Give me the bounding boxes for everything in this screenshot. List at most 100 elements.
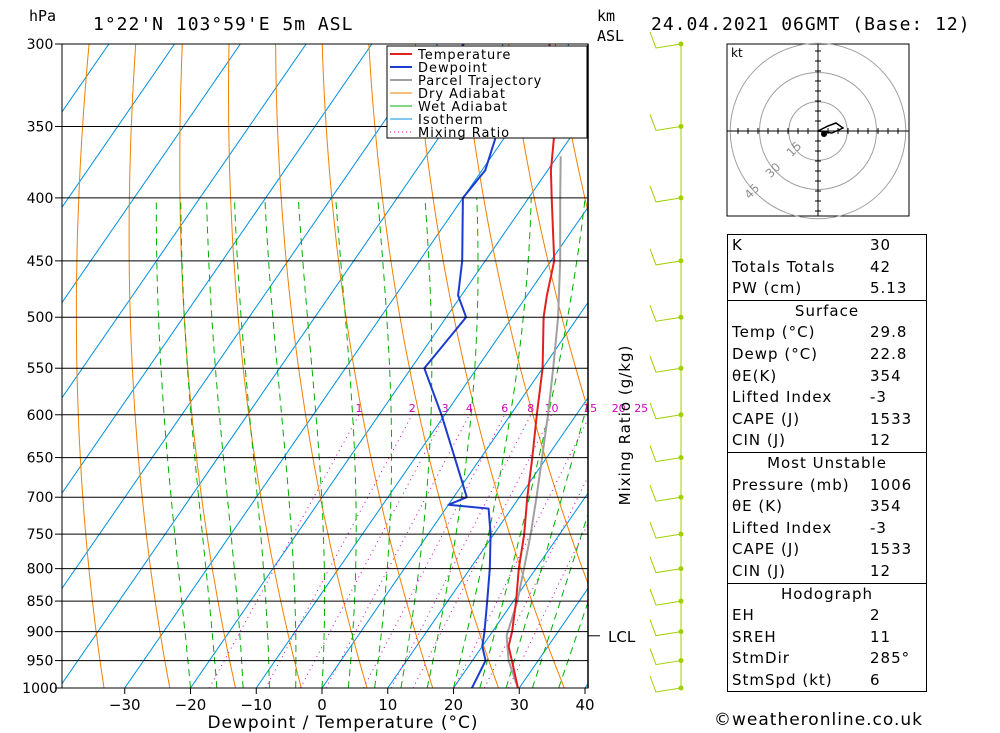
mixing-ratio-axis-label: Mixing Ratio (g/kg) — [616, 345, 634, 506]
wet-adiabat-line — [374, 197, 393, 688]
asl-unit-label: ASL — [597, 27, 624, 45]
pressure-tick-label: 900 — [27, 625, 54, 641]
isotherm-line — [62, 44, 504, 685]
wind-barb — [649, 675, 682, 693]
temperature-tick-label: −10 — [240, 696, 272, 714]
wind-barb — [649, 114, 682, 132]
hodograph-trace — [817, 122, 845, 134]
x-axis-label: Dewpoint / Temperature (°C) — [207, 713, 478, 733]
wind-barb — [649, 521, 682, 539]
mixing-ratio-label: 8 — [527, 402, 534, 415]
mixing-ratio-label: 6 — [501, 402, 508, 415]
legend-label: Mixing Ratio — [418, 126, 510, 141]
totals-totals-row: Totals Totals 42 — [732, 257, 892, 276]
lcl-label: LCL — [608, 628, 636, 646]
isotherm-line — [190, 111, 588, 688]
location-label: 1°22'N 103°59'E 5m ASL — [93, 14, 353, 35]
pressure-tick-label: 650 — [27, 451, 54, 467]
parcel-trajectory-line — [505, 156, 562, 688]
wind-barb — [649, 248, 682, 266]
wind-barb — [649, 619, 682, 637]
isotherm-line — [62, 44, 110, 113]
pressure-tick-label: 750 — [27, 527, 54, 543]
sreh-row: SREH 11 — [732, 627, 892, 646]
temperature-tick-label: 30 — [510, 696, 529, 714]
wind-barb — [649, 402, 682, 420]
isotherm-line — [124, 44, 570, 688]
most-unstable-title: Most Unstable — [767, 453, 887, 472]
indices-table: K 30 Totals Totals 42 PW (cm) 5.13 Surface … — [727, 234, 927, 693]
mu-pressure-row: Pressure (mb) 1006 — [732, 475, 913, 494]
wind-barb — [649, 648, 682, 666]
pressure-tick-label: 800 — [27, 562, 54, 578]
wind-barb — [649, 185, 682, 203]
wind-barb — [649, 31, 682, 49]
legend-label: Temperature — [417, 48, 511, 63]
surface-block: Surface Temp (°C) 29.8 Dewp (°C) 22.8 θE(K… — [727, 299, 927, 453]
wet-adiabat-line — [558, 600, 588, 688]
legend-label: Parcel Trajectory — [418, 74, 542, 89]
dry-adiabat-line — [75, 44, 105, 688]
stmspd-row: StmSpd (kt) 6 — [732, 670, 881, 689]
surface-theta-row: θE(K) 354 — [732, 366, 902, 385]
mixing-ratio-line — [484, 475, 588, 688]
wind-barb — [649, 356, 682, 373]
wet-adiabat-line — [297, 197, 326, 688]
wet-adiabat-line — [206, 197, 244, 688]
wet-adiabat-line — [180, 197, 218, 688]
km-unit-label: km — [597, 7, 615, 25]
copyright-label[interactable]: ©weatheronline.co.uk — [714, 710, 924, 730]
surface-temp-row: Temp (°C) 29.8 — [732, 323, 908, 342]
pressure-tick-label: 950 — [27, 654, 54, 670]
surface-dewp-row: Dewp (°C) 22.8 — [732, 344, 908, 363]
isotherm-line — [62, 44, 241, 304]
pressure-tick-label: 400 — [27, 191, 54, 207]
isotherm-line — [62, 44, 307, 399]
isotherm-line — [62, 44, 439, 590]
isotherm-line — [453, 492, 588, 688]
most-unstable-block: Most Unstable Pressure (mb) 1006 θE (K) 35… — [727, 451, 927, 584]
isotherm-line — [321, 301, 588, 688]
mixing-ratio-line — [390, 414, 532, 688]
pressure-tick-label: 850 — [27, 594, 54, 610]
legend-label: Dry Adiabat — [418, 87, 506, 102]
wet-adiabat-line — [453, 197, 532, 688]
wet-adiabat-line — [531, 512, 588, 688]
dry-adiabat-line — [508, 44, 588, 412]
wind-barb — [649, 588, 682, 606]
wet-adiabat-line — [234, 197, 270, 688]
eh-row: EH 2 — [732, 606, 881, 625]
legend-box — [386, 45, 588, 139]
legend-label: Dewpoint — [418, 61, 488, 76]
dry-adiabat-line — [975, 44, 1000, 688]
surface-li-row: Lifted Index -3 — [732, 388, 887, 407]
temperature-tick-label: 40 — [575, 696, 594, 714]
surface-cin-row: CIN (J) 12 — [732, 431, 892, 450]
temperature-tick-label: −30 — [109, 696, 141, 714]
pw-row: PW (cm) 5.13 — [732, 279, 908, 298]
dry-adiabat-line — [179, 44, 236, 688]
legend-label: Wet Adiabat — [418, 100, 508, 115]
isotherm-line — [387, 396, 588, 688]
mixing-ratio-line — [299, 414, 446, 688]
hpa-unit-label: hPa — [29, 7, 56, 25]
hodograph-block: Hodograph EH 2 SREH 11 StmDir 285° StmSpd (… — [727, 582, 927, 693]
temperature-tick-label: 20 — [444, 696, 463, 714]
wind-barb — [649, 305, 682, 322]
pressure-tick-label: 300 — [27, 37, 54, 53]
mu-cape-row: CAPE (J) 1533 — [732, 540, 913, 559]
pressure-tick-label: 350 — [27, 119, 54, 135]
temperature-tick-label: −20 — [175, 696, 207, 714]
stmdir-row: StmDir 285° — [732, 649, 911, 668]
wind-barb — [649, 485, 682, 502]
mixing-ratio-label: 25 — [634, 402, 648, 415]
surface-title: Surface — [794, 301, 860, 320]
mixing-ratio-label: 20 — [612, 402, 626, 415]
mixing-ratio-label: 10 — [545, 402, 559, 415]
mixing-ratio-label: 4 — [466, 402, 473, 415]
mu-cin-row: CIN (J) 12 — [732, 561, 892, 580]
